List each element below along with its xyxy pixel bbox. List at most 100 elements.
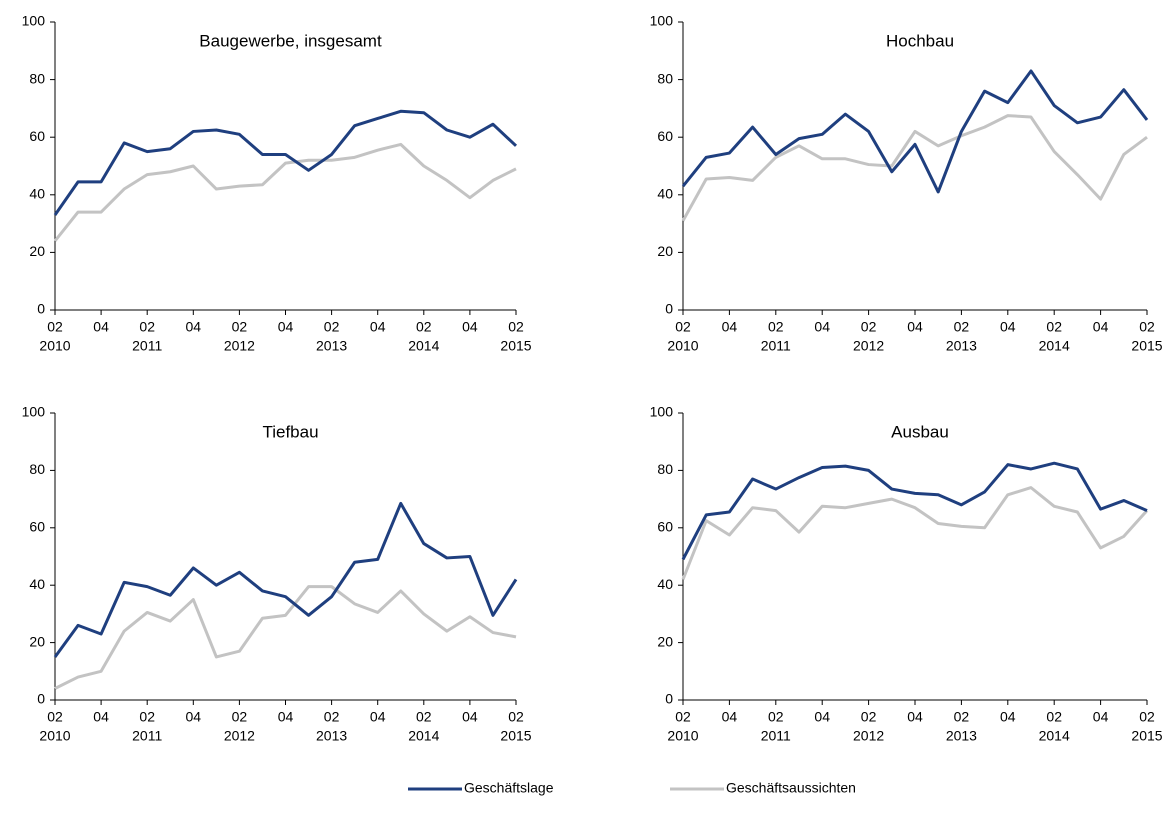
y-tick-label: 100 bbox=[650, 13, 674, 29]
x-year-label: 2011 bbox=[132, 338, 162, 354]
y-tick-label: 20 bbox=[657, 633, 673, 649]
y-tick-label: 100 bbox=[650, 404, 674, 420]
x-tick-label: 02 bbox=[508, 709, 524, 725]
x-tick-label: 04 bbox=[814, 319, 830, 335]
x-tick-label: 04 bbox=[1093, 319, 1109, 335]
x-year-label: 2012 bbox=[224, 728, 255, 744]
x-year-label: 2012 bbox=[853, 728, 884, 744]
x-year-label: 2015 bbox=[500, 728, 531, 744]
x-tick-label: 02 bbox=[416, 319, 432, 335]
x-tick-label: 04 bbox=[462, 319, 478, 335]
x-tick-label: 02 bbox=[47, 709, 63, 725]
x-tick-label: 02 bbox=[1046, 709, 1062, 725]
x-tick-label: 02 bbox=[1139, 319, 1155, 335]
x-tick-label: 04 bbox=[370, 709, 386, 725]
y-tick-label: 100 bbox=[22, 404, 46, 420]
legend-label: Geschäftsaussichten bbox=[726, 780, 856, 796]
series-line bbox=[681, 114, 1148, 222]
x-year-label: 2013 bbox=[316, 338, 347, 354]
legend-label: Geschäftslage bbox=[464, 780, 554, 796]
x-tick-label: 04 bbox=[907, 709, 923, 725]
y-tick-label: 40 bbox=[29, 576, 45, 592]
x-tick-label: 02 bbox=[232, 319, 248, 335]
x-tick-label: 02 bbox=[139, 709, 155, 725]
series-line bbox=[53, 501, 518, 658]
y-tick-label: 0 bbox=[665, 691, 673, 707]
x-tick-label: 02 bbox=[324, 709, 340, 725]
x-year-label: 2011 bbox=[132, 728, 162, 744]
x-tick-label: 04 bbox=[1000, 709, 1016, 725]
x-tick-label: 04 bbox=[370, 319, 386, 335]
x-year-label: 2010 bbox=[667, 728, 698, 744]
y-tick-label: 60 bbox=[657, 128, 673, 144]
x-tick-label: 02 bbox=[232, 709, 248, 725]
y-tick-label: 80 bbox=[657, 461, 673, 477]
series-line bbox=[54, 585, 517, 690]
x-year-label: 2011 bbox=[761, 728, 791, 744]
x-tick-label: 02 bbox=[416, 709, 432, 725]
x-tick-label: 02 bbox=[861, 319, 877, 335]
x-year-label: 2013 bbox=[946, 338, 977, 354]
x-tick-label: 02 bbox=[675, 709, 691, 725]
y-tick-label: 0 bbox=[37, 691, 45, 707]
chart-title: Baugewerbe, insgesamt bbox=[199, 31, 382, 50]
x-year-label: 2015 bbox=[1131, 338, 1162, 354]
y-tick-label: 20 bbox=[29, 243, 45, 259]
x-year-label: 2014 bbox=[408, 338, 439, 354]
x-tick-label: 02 bbox=[1046, 319, 1062, 335]
x-tick-label: 04 bbox=[907, 319, 923, 335]
x-tick-label: 04 bbox=[462, 709, 478, 725]
x-year-label: 2010 bbox=[39, 338, 70, 354]
series-line bbox=[53, 142, 517, 242]
x-tick-label: 04 bbox=[722, 709, 738, 725]
x-tick-label: 04 bbox=[186, 709, 202, 725]
x-tick-label: 02 bbox=[768, 709, 784, 725]
y-tick-label: 20 bbox=[29, 633, 45, 649]
x-year-label: 2012 bbox=[853, 338, 884, 354]
y-tick-label: 80 bbox=[657, 70, 673, 86]
y-tick-label: 20 bbox=[657, 243, 673, 259]
x-tick-label: 04 bbox=[278, 709, 294, 725]
x-tick-label: 04 bbox=[186, 319, 202, 335]
y-tick-label: 60 bbox=[657, 519, 673, 535]
x-tick-label: 02 bbox=[1139, 709, 1155, 725]
x-year-label: 2014 bbox=[408, 728, 439, 744]
y-tick-label: 60 bbox=[29, 128, 45, 144]
x-year-label: 2014 bbox=[1039, 728, 1070, 744]
x-year-label: 2014 bbox=[1039, 338, 1070, 354]
x-tick-label: 04 bbox=[93, 319, 109, 335]
x-year-label: 2013 bbox=[316, 728, 347, 744]
y-tick-label: 0 bbox=[665, 301, 673, 317]
x-tick-label: 02 bbox=[324, 319, 340, 335]
y-tick-label: 40 bbox=[657, 186, 673, 202]
y-tick-label: 80 bbox=[29, 461, 45, 477]
x-tick-label: 02 bbox=[861, 709, 877, 725]
chart-title: Ausbau bbox=[891, 422, 949, 441]
y-tick-label: 60 bbox=[29, 519, 45, 535]
x-tick-label: 04 bbox=[722, 319, 738, 335]
x-tick-label: 04 bbox=[1000, 319, 1016, 335]
series-line bbox=[681, 69, 1149, 194]
x-tick-label: 04 bbox=[93, 709, 109, 725]
x-year-label: 2010 bbox=[39, 728, 70, 744]
chart-title: Hochbau bbox=[886, 31, 954, 50]
series-line bbox=[681, 461, 1148, 561]
x-tick-label: 04 bbox=[1093, 709, 1109, 725]
series-line bbox=[681, 486, 1149, 581]
x-tick-label: 02 bbox=[768, 319, 784, 335]
y-tick-label: 100 bbox=[22, 13, 46, 29]
x-tick-label: 02 bbox=[139, 319, 155, 335]
x-tick-label: 02 bbox=[954, 319, 970, 335]
x-tick-label: 04 bbox=[814, 709, 830, 725]
x-tick-label: 02 bbox=[47, 319, 63, 335]
chart-title: Tiefbau bbox=[262, 422, 318, 441]
y-tick-label: 40 bbox=[657, 576, 673, 592]
x-tick-label: 02 bbox=[675, 319, 691, 335]
x-year-label: 2015 bbox=[1131, 728, 1162, 744]
x-year-label: 2013 bbox=[946, 728, 977, 744]
y-tick-label: 0 bbox=[37, 301, 45, 317]
x-year-label: 2012 bbox=[224, 338, 255, 354]
y-tick-label: 40 bbox=[29, 186, 45, 202]
x-year-label: 2010 bbox=[667, 338, 698, 354]
